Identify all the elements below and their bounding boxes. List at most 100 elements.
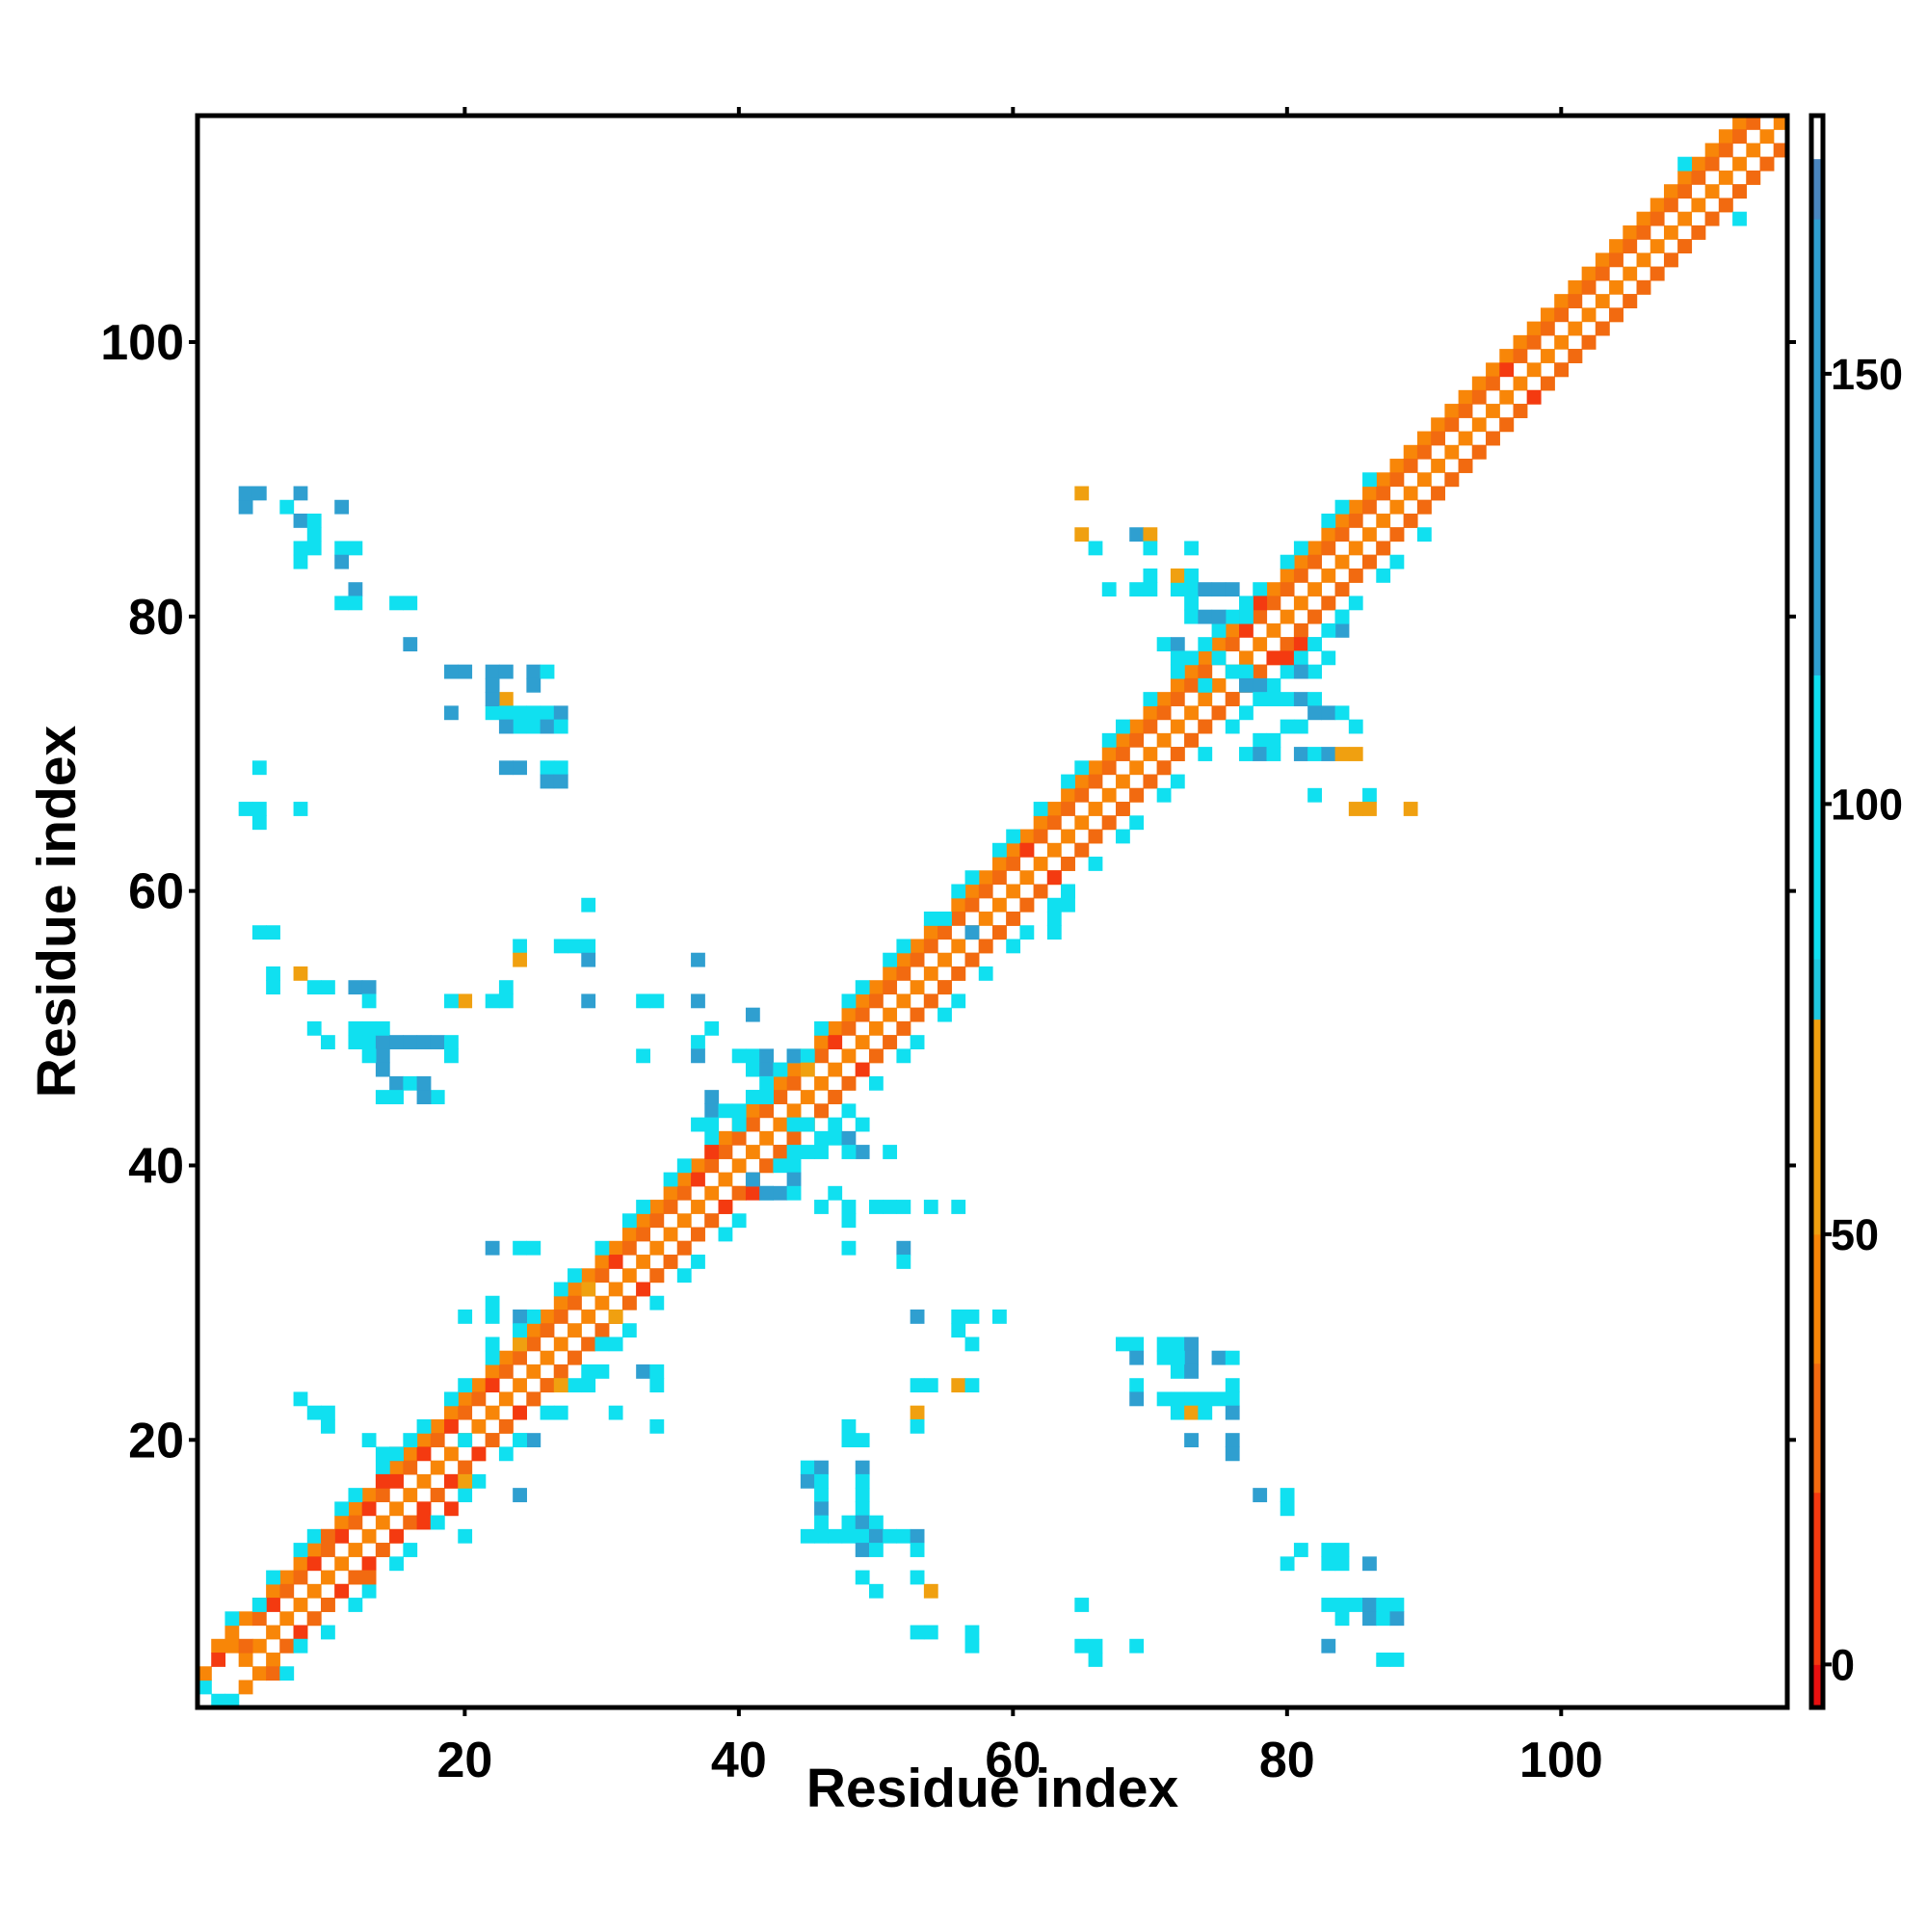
heatmap-cell bbox=[773, 1117, 788, 1132]
heatmap-cell bbox=[306, 1528, 322, 1544]
heatmap-cell bbox=[1540, 307, 1555, 323]
heatmap-cell bbox=[1376, 1598, 1391, 1612]
heatmap-cell bbox=[1198, 1391, 1213, 1407]
heatmap-cell bbox=[1239, 677, 1254, 693]
heatmap-cell bbox=[334, 1528, 350, 1544]
heatmap-cell bbox=[334, 1515, 350, 1530]
heatmap-cell bbox=[828, 1117, 843, 1132]
heatmap-cell bbox=[568, 1295, 582, 1310]
heatmap-cell bbox=[731, 1117, 747, 1132]
heatmap-cell bbox=[266, 1570, 280, 1585]
heatmap-cell bbox=[978, 870, 993, 886]
heatmap-cell bbox=[594, 1337, 610, 1352]
heatmap-cell bbox=[923, 1200, 938, 1214]
heatmap-cell bbox=[251, 1611, 267, 1627]
heatmap-cell bbox=[937, 952, 952, 967]
heatmap-cell bbox=[992, 925, 1007, 940]
x-tick-label: 100 bbox=[1519, 1733, 1603, 1788]
heatmap-cell bbox=[1458, 404, 1473, 418]
heatmap-cell bbox=[649, 1200, 665, 1214]
heatmap-cell bbox=[1691, 156, 1706, 172]
heatmap-cell bbox=[992, 897, 1007, 913]
heatmap-cell bbox=[828, 1528, 843, 1544]
heatmap-cell bbox=[568, 939, 582, 954]
heatmap-cell bbox=[964, 925, 980, 940]
heatmap-cell bbox=[458, 1391, 473, 1407]
heatmap-cell bbox=[841, 1200, 857, 1214]
heatmap-cell bbox=[444, 705, 459, 721]
heatmap-cell bbox=[1198, 664, 1213, 679]
heatmap-cell bbox=[1376, 486, 1391, 501]
heatmap-cell bbox=[1101, 582, 1117, 597]
heatmap-cell bbox=[471, 1418, 487, 1434]
heatmap-cell bbox=[416, 1515, 432, 1530]
heatmap-cell bbox=[951, 884, 966, 899]
heatmap-cell bbox=[444, 1446, 459, 1462]
heatmap-cell bbox=[321, 1418, 335, 1434]
heatmap-cell bbox=[416, 1418, 432, 1434]
heatmap-cell bbox=[951, 993, 966, 1009]
heatmap-cell bbox=[1348, 1598, 1363, 1612]
x-axis-label: Residue index bbox=[806, 1758, 1179, 1819]
heatmap-cell bbox=[745, 1117, 760, 1132]
heatmap-cell bbox=[293, 554, 308, 569]
heatmap-cell bbox=[1389, 472, 1405, 488]
heatmap-cell bbox=[513, 719, 527, 734]
heatmap-cell bbox=[403, 1075, 418, 1091]
heatmap-cell bbox=[1198, 692, 1213, 706]
heatmap-cell bbox=[306, 541, 322, 556]
heatmap-cell bbox=[389, 1035, 404, 1050]
heatmap-cell bbox=[1334, 514, 1350, 528]
heatmap-cell bbox=[1636, 252, 1651, 268]
heatmap-cell bbox=[608, 1255, 623, 1269]
heatmap-cell bbox=[1156, 1350, 1172, 1365]
heatmap-cell bbox=[1143, 568, 1158, 583]
heatmap-cell bbox=[1143, 692, 1158, 706]
heatmap-cell bbox=[1170, 774, 1185, 789]
heatmap-cell bbox=[621, 1268, 637, 1284]
heatmap-cell bbox=[198, 1666, 212, 1681]
heatmap-cell bbox=[266, 1653, 280, 1667]
heatmap-cell bbox=[745, 1103, 760, 1119]
heatmap-cell bbox=[1334, 609, 1350, 624]
heatmap-cell bbox=[978, 884, 993, 899]
heatmap-cell bbox=[1704, 156, 1720, 172]
heatmap-cell bbox=[621, 1227, 637, 1242]
heatmap-cell bbox=[636, 1048, 650, 1064]
heatmap-cell bbox=[581, 993, 596, 1009]
heatmap-cell bbox=[1609, 252, 1623, 268]
heatmap-cell bbox=[1376, 1611, 1391, 1627]
heatmap-cell bbox=[814, 1020, 829, 1036]
heatmap-cell bbox=[1170, 692, 1185, 706]
heatmap-cell bbox=[1116, 774, 1130, 789]
heatmap-cell bbox=[1101, 787, 1117, 803]
heatmap-cell bbox=[321, 1625, 335, 1640]
heatmap-cell bbox=[1061, 897, 1075, 913]
heatmap-cell bbox=[1184, 1433, 1199, 1448]
heatmap-cell bbox=[1198, 1405, 1213, 1420]
heatmap-cell bbox=[1321, 650, 1336, 666]
heatmap-cell bbox=[1362, 499, 1377, 515]
heatmap-cell bbox=[1129, 1350, 1145, 1365]
heatmap-cell bbox=[896, 1255, 911, 1269]
heatmap-cell bbox=[1458, 389, 1473, 405]
heatmap-cell bbox=[211, 1638, 226, 1654]
heatmap-cell bbox=[691, 1227, 705, 1242]
colorbar-band bbox=[1811, 219, 1823, 675]
heatmap-cell bbox=[1334, 554, 1350, 569]
heatmap-cell bbox=[348, 1598, 363, 1612]
heatmap-cell bbox=[868, 980, 884, 995]
x-tick-label: 80 bbox=[1259, 1733, 1315, 1788]
heatmap-cell bbox=[731, 1158, 747, 1174]
heatmap-cell bbox=[1759, 129, 1775, 145]
heatmap-cell bbox=[1143, 774, 1158, 789]
heatmap-cell bbox=[978, 912, 993, 926]
heatmap-cell bbox=[1280, 554, 1295, 569]
heatmap-cell bbox=[1321, 747, 1336, 761]
heatmap-cell bbox=[855, 1007, 870, 1022]
heatmap-cell bbox=[676, 1268, 692, 1284]
heatmap-cell bbox=[1170, 650, 1185, 666]
heatmap-cell bbox=[321, 1543, 335, 1557]
heatmap-cell bbox=[800, 1117, 815, 1132]
heatmap-cell bbox=[1170, 568, 1185, 583]
